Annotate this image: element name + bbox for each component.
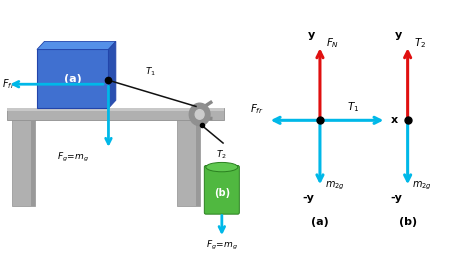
Text: $F_{fr}$: $F_{fr}$ (250, 103, 264, 116)
Text: y: y (308, 30, 315, 40)
Text: $T_1$: $T_1$ (347, 100, 359, 114)
Text: x: x (391, 115, 398, 125)
Bar (8, 108, 224, 111)
Polygon shape (109, 41, 116, 108)
Text: $F_{fr}$: $F_{fr}$ (2, 77, 16, 91)
Text: y: y (395, 30, 402, 40)
Circle shape (195, 110, 204, 119)
Bar (196, 120, 200, 206)
Text: $F_g\!=\!m_g$: $F_g\!=\!m_g$ (206, 239, 238, 252)
Circle shape (189, 103, 210, 126)
Text: $T_2$: $T_2$ (413, 36, 426, 50)
Text: (a): (a) (311, 217, 329, 227)
Text: $T_2$: $T_2$ (216, 149, 227, 161)
Text: (b): (b) (399, 217, 417, 227)
Bar (31, 120, 35, 206)
Text: (b): (b) (214, 187, 230, 198)
Ellipse shape (206, 162, 238, 172)
Polygon shape (37, 41, 116, 50)
FancyBboxPatch shape (204, 166, 239, 214)
FancyBboxPatch shape (37, 50, 109, 108)
Text: -y: -y (391, 193, 402, 202)
Text: $m_{2g}$: $m_{2g}$ (412, 179, 432, 192)
Text: (a): (a) (64, 74, 82, 84)
Text: $F_N$: $F_N$ (326, 36, 339, 50)
Bar (8, 108, 224, 120)
Bar (177, 120, 200, 206)
Bar (12, 120, 35, 206)
Text: $T_1$: $T_1$ (145, 66, 156, 78)
Text: $m_{2g}$: $m_{2g}$ (325, 179, 345, 192)
Text: $F_g\!=\!m_g$: $F_g\!=\!m_g$ (57, 151, 89, 164)
Text: -y: -y (303, 193, 315, 202)
